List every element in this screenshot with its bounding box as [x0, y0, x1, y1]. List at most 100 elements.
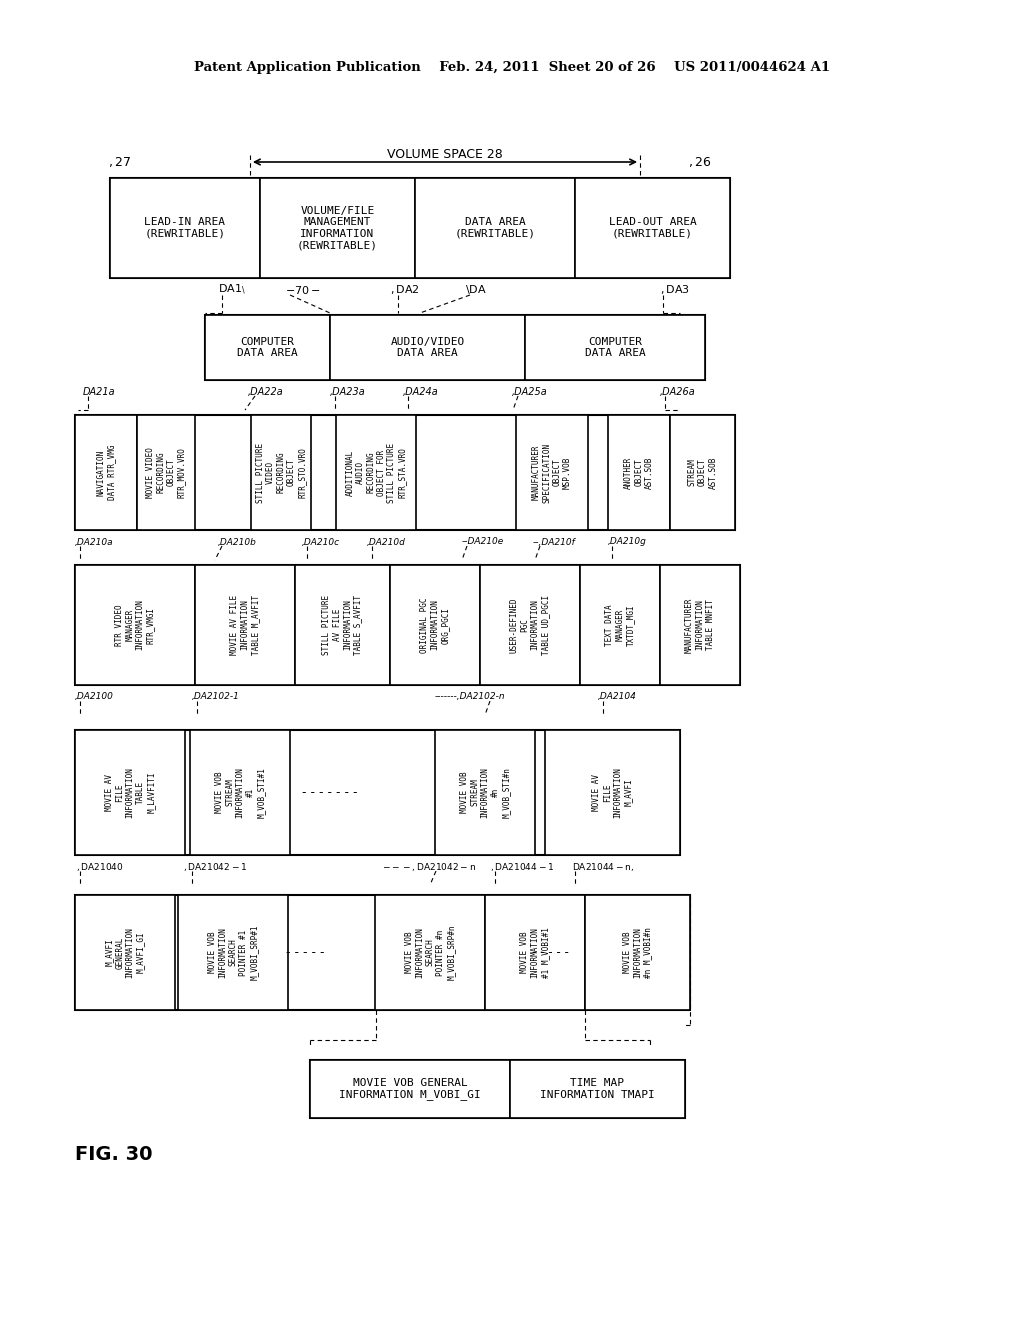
Bar — [670, 414, 735, 531]
Bar — [75, 565, 740, 685]
Text: -------,DA2102-n: -------,DA2102-n — [435, 693, 506, 701]
Text: ORIGINAL PGC
INFORMATION
ORG_PGCI: ORIGINAL PGC INFORMATION ORG_PGCI — [420, 597, 450, 653]
Text: ANOTHER
OBJECT
AST.SOB: ANOTHER OBJECT AST.SOB — [624, 457, 654, 488]
Text: --DA210e: --DA210e — [462, 537, 504, 546]
Text: - - - - -: - - - - - — [286, 946, 325, 960]
Bar — [585, 895, 690, 1010]
Bar — [510, 1060, 685, 1118]
Bar — [110, 178, 260, 279]
Text: $\mathsf{,DA21040}$: $\mathsf{,DA21040}$ — [76, 861, 124, 873]
Bar — [375, 895, 485, 1010]
Bar — [480, 565, 580, 685]
Text: $\mathsf{,DA21044-1}$: $\mathsf{,DA21044-1}$ — [490, 861, 554, 873]
Bar — [205, 315, 330, 380]
Bar — [330, 315, 525, 380]
Bar — [435, 730, 535, 855]
Text: STILL PICTURE
VIDEO
RECORDING
OBJECT
RTR_STO.VRO: STILL PICTURE VIDEO RECORDING OBJECT RTR… — [256, 442, 306, 503]
Text: MOVIE AV
FILE
INFORMATION
TABLE
M_LAVFITI: MOVIE AV FILE INFORMATION TABLE M_LAVFIT… — [104, 767, 156, 818]
Text: ,DA2104: ,DA2104 — [598, 693, 637, 701]
Text: $\mathsf{DA1_{\backslash}}$: $\mathsf{DA1_{\backslash}}$ — [218, 282, 246, 297]
Bar — [137, 414, 195, 531]
Bar — [545, 730, 680, 855]
Bar — [608, 414, 670, 531]
Bar — [575, 178, 730, 279]
Text: DA21a: DA21a — [83, 387, 116, 397]
Text: $\mathsf{,DA3}$: $\mathsf{,DA3}$ — [660, 284, 690, 297]
Bar — [190, 730, 290, 855]
Text: - - - - -: - - - - - — [531, 946, 568, 960]
Bar — [390, 565, 480, 685]
Text: MANUFACTURER
SPECIFICATION
OBJECT
MSP.VOB: MANUFACTURER SPECIFICATION OBJECT MSP.VO… — [531, 442, 572, 503]
Text: MOVIE VOB
INFORMATION
#n M_VOBI#n: MOVIE VOB INFORMATION #n M_VOBI#n — [623, 927, 652, 978]
Bar — [260, 178, 415, 279]
Text: MANUFACTURER
INFORMATION
TABLE MNFIT: MANUFACTURER INFORMATION TABLE MNFIT — [685, 597, 715, 653]
Text: ,DA210c: ,DA210c — [302, 537, 340, 546]
Bar — [110, 178, 730, 279]
Text: ,DA23a: ,DA23a — [330, 387, 366, 397]
Text: LEAD-OUT AREA
(REWRITABLE): LEAD-OUT AREA (REWRITABLE) — [608, 218, 696, 239]
Bar — [580, 565, 660, 685]
Text: ,DA210d: ,DA210d — [367, 537, 406, 546]
Text: ,DA2102-1: ,DA2102-1 — [193, 693, 240, 701]
Text: Patent Application Publication    Feb. 24, 2011  Sheet 20 of 26    US 2011/00446: Patent Application Publication Feb. 24, … — [194, 62, 830, 74]
Text: $\mathsf{,DA2}$: $\mathsf{,DA2}$ — [390, 284, 420, 297]
Bar — [75, 414, 735, 531]
Text: MOVIE AV
FILE
INFORMATION
M_AVFI: MOVIE AV FILE INFORMATION M_AVFI — [593, 767, 633, 818]
Bar — [195, 565, 295, 685]
Bar — [336, 414, 416, 531]
Text: --,DA210f: --,DA210f — [534, 537, 575, 546]
Bar — [75, 565, 195, 685]
Text: STILL PICTURE
AV FILE
INFORMATION
TABLE S_AVFIT: STILL PICTURE AV FILE INFORMATION TABLE … — [323, 595, 362, 655]
Text: ,DA210g: ,DA210g — [608, 537, 647, 546]
Text: ,DA2100: ,DA2100 — [75, 693, 114, 701]
Text: VOLUME/FILE
MANAGEMENT
INFORMATION
(REWRITABLE): VOLUME/FILE MANAGEMENT INFORMATION (REWR… — [297, 206, 378, 251]
Bar — [75, 414, 137, 531]
Text: $\mathsf{,DA21042-1}$: $\mathsf{,DA21042-1}$ — [183, 861, 248, 873]
Bar — [310, 1060, 510, 1118]
Text: LEAD-IN AREA
(REWRITABLE): LEAD-IN AREA (REWRITABLE) — [144, 218, 225, 239]
Text: ,DA22a: ,DA22a — [248, 387, 284, 397]
Text: VOLUME SPACE 28: VOLUME SPACE 28 — [387, 149, 503, 161]
Text: USER-DEFINED
PGC
INFORMATION
TABLE UD_PGCI: USER-DEFINED PGC INFORMATION TABLE UD_PG… — [510, 595, 550, 655]
Bar — [205, 315, 705, 380]
Text: $\mathsf{-70-}$: $\mathsf{-70-}$ — [285, 284, 321, 296]
Text: MOVIE VOB
INFORMATION
#1 M_VOBI#1: MOVIE VOB INFORMATION #1 M_VOBI#1 — [520, 927, 550, 978]
Text: MOVIE VOB
STREAM
INFORMATION
#1
M_VOB_STI#1: MOVIE VOB STREAM INFORMATION #1 M_VOB_ST… — [215, 767, 265, 818]
Bar — [251, 414, 311, 531]
Text: AUDIO/VIDEO
DATA AREA: AUDIO/VIDEO DATA AREA — [390, 337, 465, 358]
Text: NAVIGATION
DATA RTR_VMG: NAVIGATION DATA RTR_VMG — [96, 445, 116, 500]
Text: TEXT DATA
MANAGER
TXTDT_MGI: TEXT DATA MANAGER TXTDT_MGI — [605, 605, 635, 645]
Text: MOVIE VIDEO
RECORDING
OBJECT
RTR_MOV.VRO: MOVIE VIDEO RECORDING OBJECT RTR_MOV.VRO — [145, 447, 186, 498]
Text: $\mathsf{,26}$: $\mathsf{,26}$ — [688, 154, 712, 169]
Bar — [75, 895, 690, 1010]
Bar — [75, 730, 185, 855]
Text: $\mathsf{---,DA21042-n}$: $\mathsf{---,DA21042-n}$ — [382, 861, 476, 873]
Text: $\mathsf{,27}$: $\mathsf{,27}$ — [109, 154, 132, 169]
Text: DATA AREA
(REWRITABLE): DATA AREA (REWRITABLE) — [455, 218, 536, 239]
Bar — [485, 895, 585, 1010]
Bar — [310, 1060, 685, 1118]
Bar — [178, 895, 288, 1010]
Text: MOVIE VOB
STREAM
INFORMATION
#n
M_VOB_STI#n: MOVIE VOB STREAM INFORMATION #n M_VOB_ST… — [460, 767, 510, 818]
Bar — [75, 730, 680, 855]
Text: MOVIE VOB
INFORMATION
SEARCH
POINTER #1
M_VOBI_SRP#1: MOVIE VOB INFORMATION SEARCH POINTER #1 … — [208, 925, 258, 981]
Text: MOVIE VOB GENERAL
INFORMATION M_VOBI_GI: MOVIE VOB GENERAL INFORMATION M_VOBI_GI — [339, 1077, 481, 1101]
Text: $\mathsf{\backslash DA}$: $\mathsf{\backslash DA}$ — [465, 284, 486, 297]
Text: ,DA25a: ,DA25a — [512, 387, 548, 397]
Text: ,DA210a: ,DA210a — [75, 537, 114, 546]
Bar — [525, 315, 705, 380]
Text: ADDITIONAL
AUDIO
RECORDING
OBJECT FOR
STILL PICTURE
RTR_STA.VRO: ADDITIONAL AUDIO RECORDING OBJECT FOR ST… — [345, 442, 407, 503]
Bar — [295, 565, 390, 685]
Text: MOVIE AV FILE
INFORMATION
TABLE M_AVFIT: MOVIE AV FILE INFORMATION TABLE M_AVFIT — [230, 595, 260, 655]
Text: TIME MAP
INFORMATION TMAPI: TIME MAP INFORMATION TMAPI — [540, 1078, 655, 1100]
Bar — [415, 178, 575, 279]
Text: M_AVFI
GENERAL
INFORMATION
M_AVFI_GI: M_AVFI GENERAL INFORMATION M_AVFI_GI — [104, 927, 145, 978]
Text: $\mathsf{ DA21044-n,}$: $\mathsf{ DA21044-n,}$ — [572, 861, 634, 873]
Text: RTR VIDEO
MANAGER
INFORMATION
RTR_VMGI: RTR VIDEO MANAGER INFORMATION RTR_VMGI — [115, 599, 155, 651]
Text: COMPUTER
DATA AREA: COMPUTER DATA AREA — [238, 337, 298, 358]
Text: COMPUTER
DATA AREA: COMPUTER DATA AREA — [585, 337, 645, 358]
Bar — [75, 895, 175, 1010]
Text: FIG. 30: FIG. 30 — [75, 1146, 153, 1164]
Text: STREAM
OBJECT
AST.SOB: STREAM OBJECT AST.SOB — [687, 457, 718, 488]
Text: ,DA24a: ,DA24a — [403, 387, 438, 397]
